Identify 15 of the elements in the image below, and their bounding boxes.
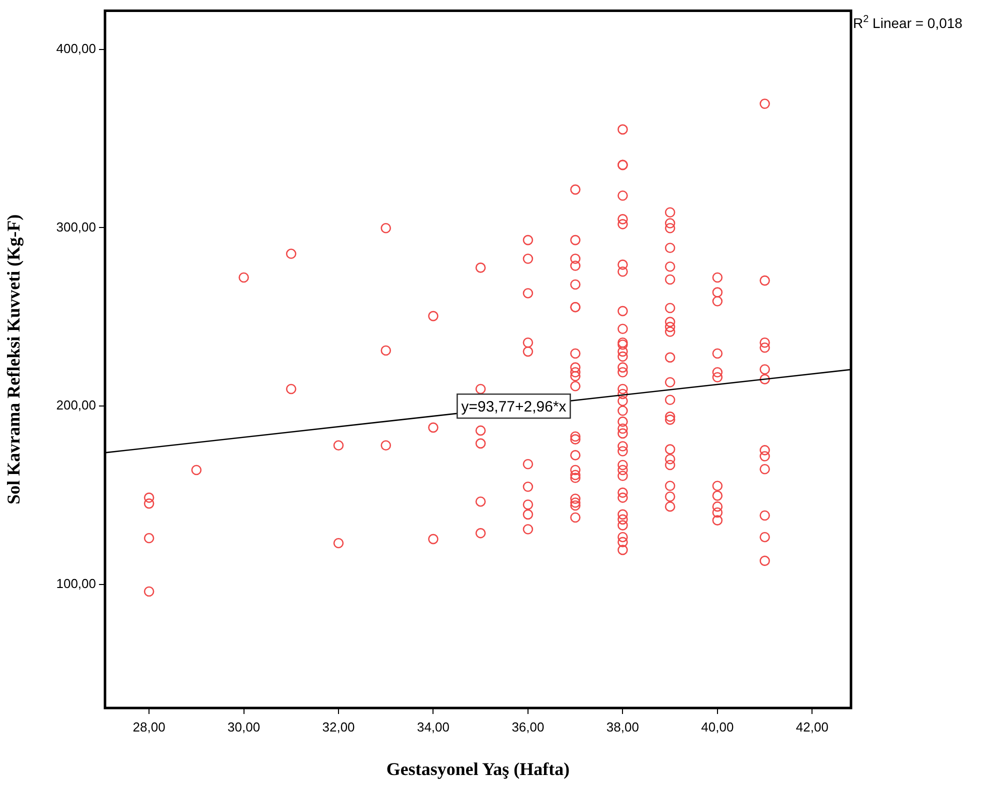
x-tick-label: 42,00 xyxy=(796,719,828,734)
y-tick-label: 300,00 xyxy=(56,219,96,234)
y-tick-label: 100,00 xyxy=(56,576,96,592)
x-tick-label: 34,00 xyxy=(416,719,450,734)
x-tick-label: 40,00 xyxy=(701,719,734,734)
x-tick-label: 32,00 xyxy=(322,719,355,734)
y-tick-label: 200,00 xyxy=(56,398,96,413)
y-tick-label: 400,00 xyxy=(56,40,96,56)
x-tick-label: 38,00 xyxy=(606,719,639,734)
x-axis-title: Gestasyonel Yaş (Hafta) xyxy=(386,758,570,779)
x-tick-label: 36,00 xyxy=(512,719,544,734)
y-axis-title: Sol Kavrama Refleksi Kuvveti (Kg-F) xyxy=(3,214,24,504)
x-tick-label: 28,00 xyxy=(132,719,166,734)
annotation: y=93,77+2,96*x xyxy=(461,398,567,416)
x-tick-label: 30,00 xyxy=(228,719,260,734)
